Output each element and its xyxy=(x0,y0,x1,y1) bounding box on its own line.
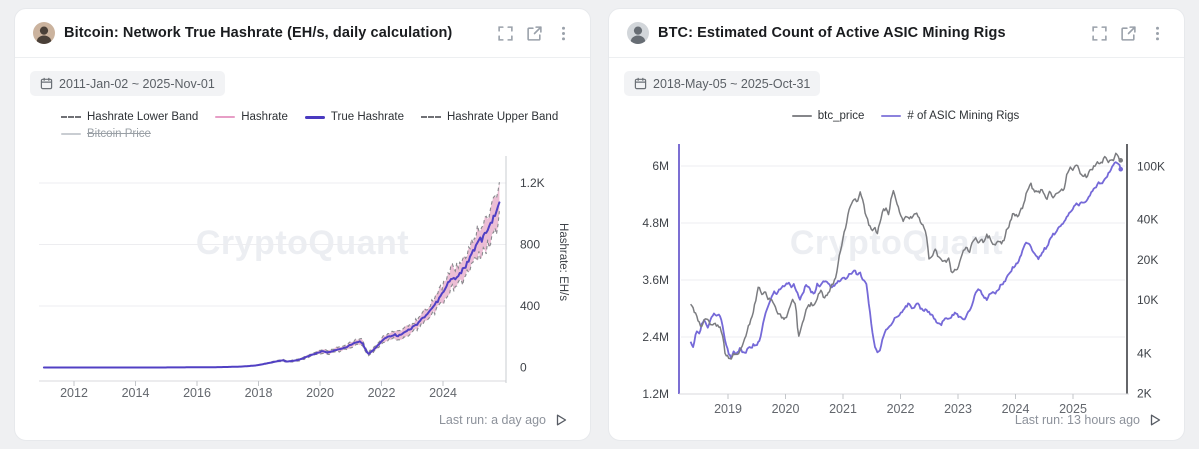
svg-text:6M: 6M xyxy=(652,159,669,173)
avatar xyxy=(33,22,55,44)
legend-item--of-asic-mining-rigs[interactable]: # of ASIC Mining Rigs xyxy=(881,109,1019,123)
svg-text:2020: 2020 xyxy=(306,386,334,400)
svg-text:2022: 2022 xyxy=(368,386,396,400)
legend-label: Hashrate Lower Band xyxy=(87,111,199,123)
svg-text:40K: 40K xyxy=(1137,213,1158,227)
svg-text:2012: 2012 xyxy=(60,386,88,400)
card-header: Bitcoin: Network True Hashrate (EH/s, da… xyxy=(15,9,590,58)
svg-text:400: 400 xyxy=(520,299,540,313)
last-run-label: Last run: 13 hours ago xyxy=(1014,413,1140,427)
svg-text:2016: 2016 xyxy=(183,386,211,400)
legend-label: # of ASIC Mining Rigs xyxy=(907,110,1020,122)
more-options-icon[interactable] xyxy=(1149,25,1166,42)
svg-text:3.6M: 3.6M xyxy=(642,273,669,287)
legend-swatch xyxy=(791,114,812,118)
legend-swatch xyxy=(61,116,81,118)
legend-label: True Hashrate xyxy=(330,111,404,123)
header-actions xyxy=(497,25,572,42)
last-run-status: Last run: a day ago xyxy=(439,413,568,427)
date-range-chip[interactable]: 2018-May-05 ~ 2025-Oct-31 xyxy=(624,71,821,96)
legend: btc_price # of ASIC Mining Rigs xyxy=(617,109,1184,123)
svg-text:2.4M: 2.4M xyxy=(642,330,669,344)
legend-label: Bitcoin Price xyxy=(87,128,151,140)
run-query-icon[interactable] xyxy=(554,413,568,427)
svg-text:2024: 2024 xyxy=(429,386,457,400)
svg-text:4.8M: 4.8M xyxy=(642,216,669,230)
legend-item-hashrate-upper-band[interactable]: Hashrate Upper Band xyxy=(420,110,559,124)
date-range-chip[interactable]: 2011-Jan-02 ~ 2025-Nov-01 xyxy=(30,71,225,96)
last-run-status: Last run: 13 hours ago xyxy=(1015,413,1162,427)
legend-label: Hashrate xyxy=(241,111,288,123)
svg-text:2K: 2K xyxy=(1137,386,1152,400)
svg-text:2022: 2022 xyxy=(887,402,915,416)
fullscreen-icon[interactable] xyxy=(497,25,514,42)
chart-title: Bitcoin: Network True Hashrate (EH/s, da… xyxy=(64,25,453,41)
asic-rigs-chart-canvas[interactable]: 2019 2020 2021 2022 2023 2024 2025 1.2M 2.4M 3.6M… xyxy=(609,9,1185,441)
date-range-label: 2018-May-05 ~ 2025-Oct-31 xyxy=(653,76,811,91)
fullscreen-icon[interactable] xyxy=(1091,25,1108,42)
chart-title: BTC: Estimated Count of Active ASIC Mini… xyxy=(658,25,1006,41)
card-header: BTC: Estimated Count of Active ASIC Mini… xyxy=(609,9,1184,58)
svg-text:2018: 2018 xyxy=(245,386,273,400)
chart-card-asic-rigs: BTC: Estimated Count of Active ASIC Mini… xyxy=(608,8,1185,441)
legend-swatch xyxy=(61,132,81,136)
svg-text:800: 800 xyxy=(520,238,540,252)
legend-item-bitcoin-price[interactable]: Bitcoin Price xyxy=(61,127,151,141)
run-query-icon[interactable] xyxy=(1148,413,1162,427)
legend-swatch xyxy=(881,114,902,118)
svg-text:1.2K: 1.2K xyxy=(520,176,545,190)
legend-item-true-hashrate[interactable]: True Hashrate xyxy=(304,110,404,124)
header-actions xyxy=(1091,25,1166,42)
legend-swatch xyxy=(304,115,325,119)
open-in-new-icon[interactable] xyxy=(1120,25,1137,42)
svg-text:0: 0 xyxy=(520,361,527,375)
legend-item-hashrate[interactable]: Hashrate xyxy=(215,110,288,124)
svg-text:4K: 4K xyxy=(1137,346,1152,360)
legend-label: Hashrate Upper Band xyxy=(446,111,559,123)
calendar-icon xyxy=(40,77,53,90)
svg-text:2020: 2020 xyxy=(772,402,800,416)
svg-text:2023: 2023 xyxy=(944,402,972,416)
legend-swatch xyxy=(420,116,441,118)
svg-text:2014: 2014 xyxy=(122,386,150,400)
chart-card-true-hashrate: Bitcoin: Network True Hashrate (EH/s, da… xyxy=(14,8,591,441)
svg-text:2025: 2025 xyxy=(1059,402,1087,416)
more-options-icon[interactable] xyxy=(555,25,572,42)
svg-text:20K: 20K xyxy=(1137,253,1158,267)
svg-text:100K: 100K xyxy=(1137,160,1165,174)
calendar-icon xyxy=(634,77,647,90)
legend-label: btc_price xyxy=(817,110,865,122)
avatar xyxy=(627,22,649,44)
svg-text:1.2M: 1.2M xyxy=(642,387,669,401)
svg-text:2021: 2021 xyxy=(829,402,857,416)
legend: Hashrate Lower Band Hashrate True Hashrate… xyxy=(61,110,571,141)
svg-text:10K: 10K xyxy=(1137,293,1158,307)
last-run-label: Last run: a day ago xyxy=(438,413,546,427)
svg-text:Hashrate: EH/s: Hashrate: EH/s xyxy=(557,223,569,301)
svg-text:2019: 2019 xyxy=(714,402,742,416)
svg-text:2024: 2024 xyxy=(1002,402,1030,416)
legend-swatch xyxy=(215,115,236,119)
hashrate-chart-canvas[interactable]: 2012 2014 2016 2018 2020 2022 2024 0 400 800 1.2K H… xyxy=(15,9,591,441)
open-in-new-icon[interactable] xyxy=(526,25,543,42)
date-range-label: 2011-Jan-02 ~ 2025-Nov-01 xyxy=(59,76,215,91)
legend-item-hashrate-lower-band[interactable]: Hashrate Lower Band xyxy=(61,110,198,124)
legend-item-btc-price[interactable]: btc_price xyxy=(791,109,865,123)
